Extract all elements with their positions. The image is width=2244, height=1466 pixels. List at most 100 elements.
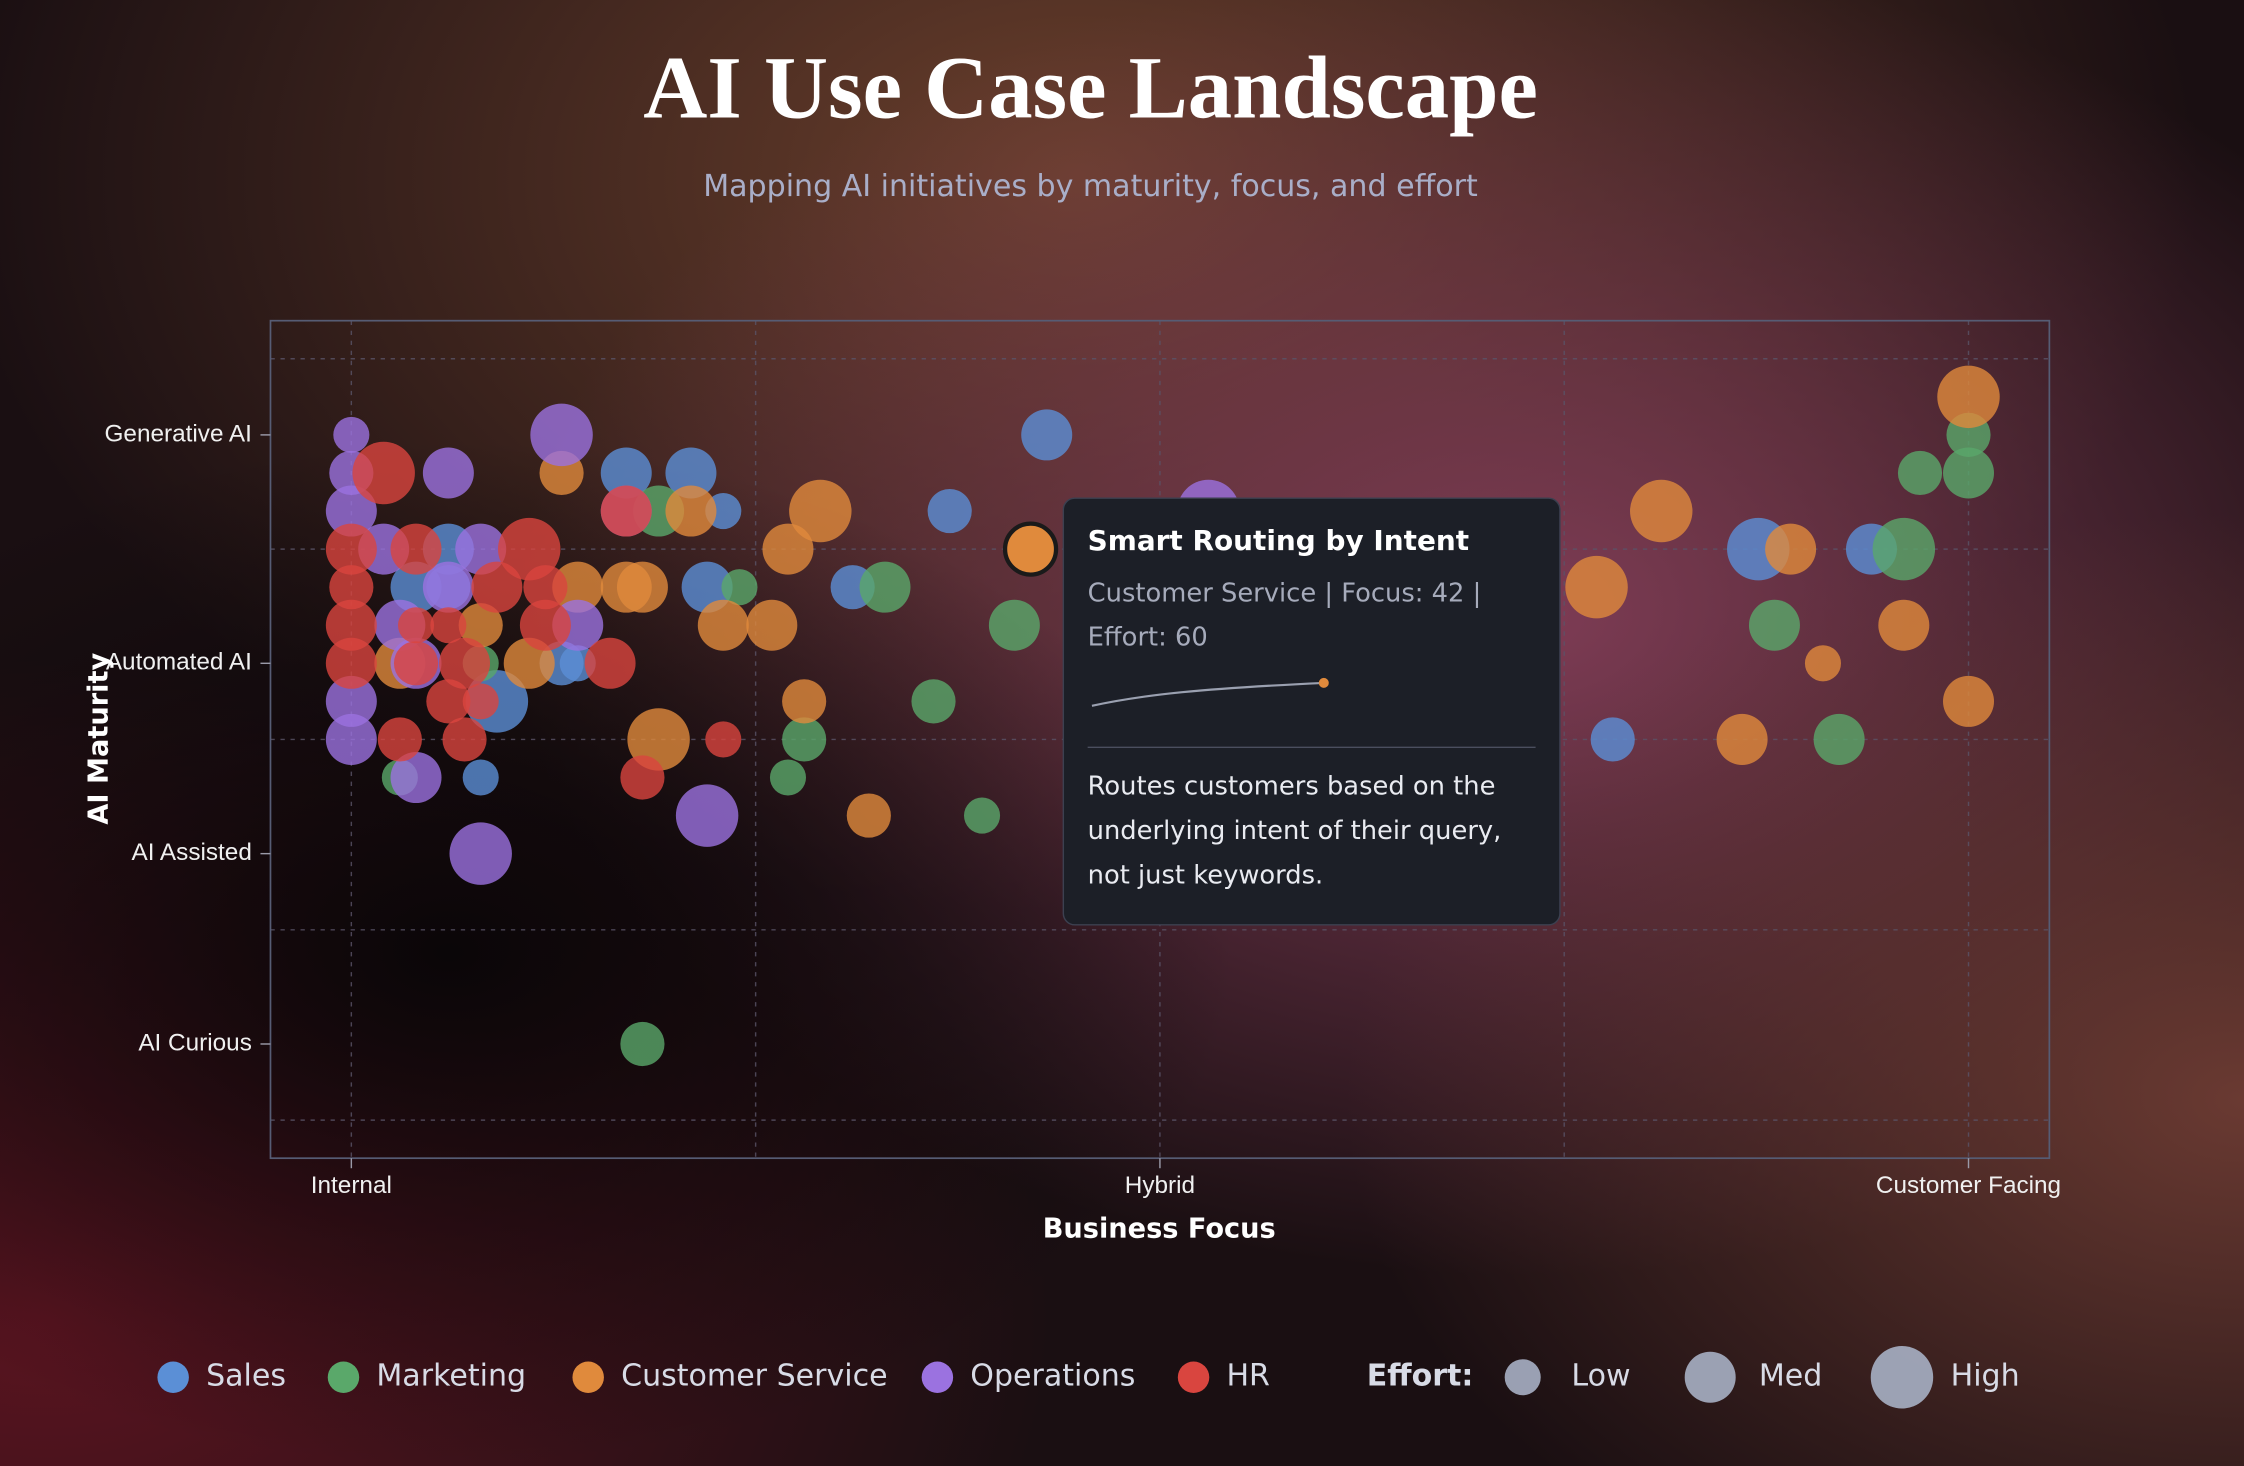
- tooltip-sparkline: [1091, 681, 1324, 707]
- bubble: [782, 679, 827, 724]
- tooltip-description: Routes customers based on the underlying…: [1087, 771, 1502, 891]
- bubble: [620, 1021, 665, 1067]
- bubble: [721, 569, 758, 606]
- bubble: [422, 447, 474, 499]
- bubble: [705, 721, 742, 758]
- x-tick-label: Hybrid: [1125, 1172, 1195, 1199]
- size-legend-label: High: [1951, 1359, 2020, 1394]
- bubble: [964, 797, 1001, 834]
- bubble: [442, 717, 487, 762]
- tooltip-text: Smart Routing by Intent Customer Service…: [1088, 518, 1546, 660]
- bubble: [397, 607, 435, 644]
- bubble: [665, 447, 717, 499]
- bubble: [1937, 365, 2000, 429]
- tooltip-sparkline-dot: [1318, 677, 1329, 688]
- chart-title: AI Use Case Landscape: [643, 40, 1538, 138]
- bubble: [1565, 555, 1628, 619]
- tooltip-head: Smart Routing by Intent Customer Service…: [1088, 518, 1546, 660]
- bubble: [519, 599, 571, 651]
- legend-label: Marketing: [376, 1359, 526, 1394]
- bubble: [530, 403, 593, 467]
- bubble: [552, 561, 604, 613]
- y-tick-label: AI Assisted: [132, 839, 252, 866]
- bubble: [1002, 521, 1059, 577]
- legend-swatch: [921, 1361, 954, 1393]
- x-tick-label: Customer Facing: [1876, 1172, 2061, 1199]
- legend-label: Sales: [206, 1359, 286, 1394]
- axes: AI Curious AI Assisted Automated AI Generat…: [104, 420, 2061, 1199]
- bubble: [325, 599, 377, 651]
- bubble: [449, 822, 512, 885]
- legend: Sales Marketing Customer Service Operations…: [157, 1346, 2020, 1409]
- size-legend-label: Low: [1571, 1359, 1630, 1394]
- bubble: [769, 759, 807, 796]
- bubble: [1878, 599, 1930, 651]
- size-legend-title: Effort:: [1367, 1359, 1474, 1394]
- bubble: [1813, 713, 1865, 765]
- size-legend-swatch: [1870, 1346, 1934, 1409]
- bubble: [859, 561, 911, 613]
- bubble: [471, 561, 523, 613]
- x-tick-label: Internal: [311, 1172, 392, 1199]
- bubble: [329, 565, 374, 610]
- bubble: [422, 561, 474, 613]
- bubble: [616, 561, 668, 613]
- bubble: [789, 479, 852, 543]
- bubble: [462, 759, 499, 796]
- bubble: [675, 784, 739, 847]
- y-tick-label: Automated AI: [106, 649, 252, 676]
- chart-subtitle: Mapping AI initiatives by maturity, focu…: [703, 169, 1478, 204]
- bubble: [430, 607, 467, 644]
- bubble: [1943, 447, 1995, 499]
- bubble: [746, 599, 798, 651]
- bubble: [988, 599, 1040, 651]
- bubble: [584, 637, 636, 689]
- bubble: [462, 683, 499, 720]
- bubble: [627, 708, 690, 771]
- y-tick-label: Generative AI: [104, 420, 251, 447]
- bubble: [1872, 517, 1936, 581]
- tooltip-title: Smart Routing by Intent: [1087, 523, 1470, 557]
- y-axis-title: AI Maturity: [84, 653, 115, 825]
- bubble: [390, 752, 442, 804]
- bubble: [439, 637, 491, 689]
- bubble: [600, 485, 652, 537]
- bubble: [1804, 645, 1841, 682]
- size-legend-label: Med: [1759, 1359, 1822, 1394]
- bubble: [846, 793, 891, 838]
- bubble: [1590, 717, 1635, 762]
- bubble: [325, 637, 377, 689]
- size-legend-swatch: [1504, 1359, 1541, 1396]
- bubble: [1021, 409, 1073, 461]
- legend-label: HR: [1226, 1359, 1270, 1394]
- legend-swatch: [572, 1361, 604, 1393]
- bubble: [325, 675, 377, 727]
- tooltip-meta: Customer Service | Focus: 42 | Effort: 6…: [1087, 578, 1482, 653]
- bubble: [620, 755, 665, 800]
- bubble: [352, 441, 415, 505]
- legend-swatch: [327, 1361, 360, 1393]
- bubble: [458, 603, 503, 648]
- bubble: [498, 517, 561, 581]
- tooltip-body: Routes customers based on the underlying…: [1087, 771, 1502, 891]
- bubble: [782, 717, 827, 762]
- bubble: [681, 561, 733, 613]
- bubble: [665, 485, 717, 537]
- bubble: [762, 523, 814, 575]
- bubble: [697, 599, 749, 651]
- legend-swatch: [1177, 1361, 1210, 1393]
- tooltip: Smart Routing by Intent Customer Service…: [1062, 497, 1561, 926]
- legend-swatch: [157, 1361, 189, 1393]
- bubble: [1748, 599, 1800, 651]
- points: [325, 365, 2000, 1067]
- bubble: [1630, 479, 1693, 543]
- bubble: [325, 523, 377, 575]
- bubble: [325, 485, 377, 537]
- bubble: [1716, 713, 1768, 765]
- bubble: [455, 523, 507, 575]
- bubble: [1943, 675, 1995, 727]
- bubble: [600, 447, 652, 499]
- bubble: [523, 565, 568, 610]
- y-tick-label: AI Curious: [138, 1029, 252, 1056]
- bubble: [503, 637, 555, 689]
